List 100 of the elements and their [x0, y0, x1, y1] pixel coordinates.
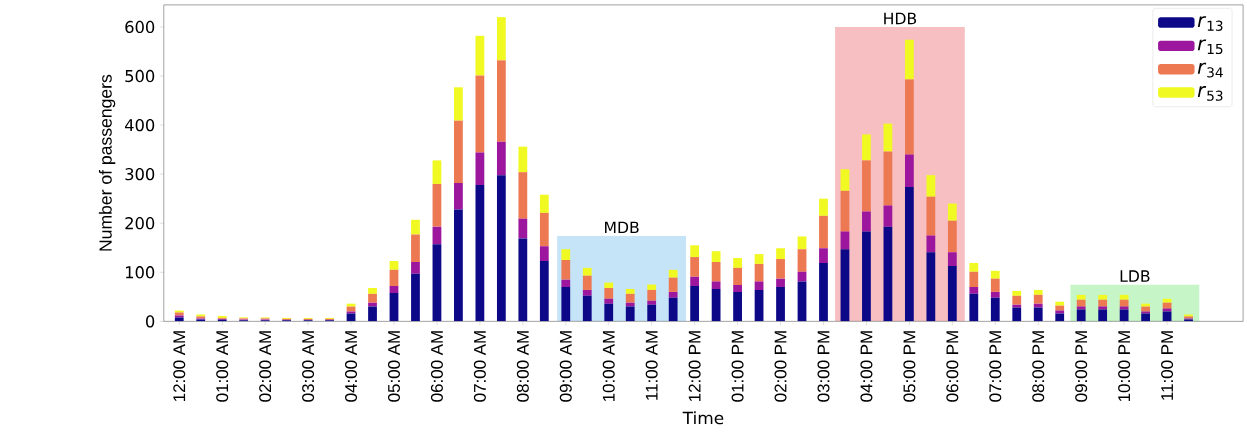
legend-label: r$_{34}$ [1197, 62, 1223, 78]
bar [1012, 307, 1022, 322]
bar [561, 286, 571, 322]
bar [711, 261, 721, 282]
bar [496, 60, 506, 142]
bar [539, 194, 549, 213]
x-tick-label: 09:00 AM [559, 331, 572, 402]
x-tick-label: 11:00 PM [1161, 331, 1174, 400]
bar [604, 287, 614, 299]
bar [1119, 294, 1129, 300]
bar [733, 284, 742, 292]
bar [990, 297, 1000, 322]
bar [454, 209, 463, 322]
bar [1076, 294, 1086, 300]
bar [432, 183, 442, 227]
bar [174, 317, 184, 322]
bar [862, 231, 871, 322]
bar [883, 123, 893, 152]
bar [1076, 309, 1086, 322]
bar [904, 186, 914, 322]
bar [1033, 307, 1043, 322]
bar [733, 257, 742, 268]
bar [518, 238, 528, 322]
bar [819, 198, 828, 216]
band-label: LDB [1120, 270, 1150, 282]
bar [454, 87, 463, 121]
bar [454, 120, 463, 183]
bar [368, 293, 377, 303]
bar [1012, 290, 1022, 296]
x-tick-label: 10:00 AM [602, 331, 615, 401]
band-label: HDB [884, 12, 917, 24]
bar [432, 160, 442, 184]
bar [754, 263, 764, 282]
bar [776, 278, 785, 287]
bar [947, 265, 957, 322]
bar [561, 259, 571, 280]
bar [797, 248, 807, 272]
legend-label: r$_{15}$ [1197, 39, 1223, 54]
bar [668, 277, 678, 292]
bar [1033, 289, 1043, 295]
y-tick-label: 0 [146, 314, 155, 328]
bar [690, 245, 700, 257]
bar [904, 154, 914, 187]
bar [883, 205, 893, 227]
bar [561, 248, 571, 260]
bar [883, 226, 893, 322]
bar [389, 292, 399, 322]
bar [432, 244, 442, 322]
bar [496, 16, 506, 61]
bar [711, 250, 721, 262]
bar [690, 276, 700, 286]
x-tick-label: 02:00 PM [774, 331, 787, 402]
bar [389, 269, 399, 286]
x-tick-label: 07:00 AM [473, 331, 486, 402]
bar [647, 300, 657, 305]
bar [604, 303, 614, 322]
bar [668, 291, 678, 298]
bar [1098, 309, 1108, 322]
bar [539, 260, 549, 322]
bar [947, 203, 957, 221]
x-tick-label: 05:00 PM [903, 331, 916, 402]
x-tick-label: 06:00 AM [430, 331, 443, 402]
bar [604, 282, 614, 288]
x-tick-label: 03:00 AM [302, 331, 315, 402]
bar [733, 267, 742, 285]
bar [539, 212, 549, 247]
bar [862, 134, 871, 161]
bar [733, 291, 742, 322]
x-tick-label: 06:00 PM [946, 331, 959, 402]
bar [840, 169, 850, 191]
x-tick-label: 01:00 AM [216, 331, 229, 402]
bar [926, 235, 936, 252]
bar [1033, 294, 1043, 304]
bar [1162, 302, 1172, 309]
bar [1012, 295, 1022, 305]
bar [1012, 304, 1022, 308]
bar [346, 303, 356, 307]
bar [475, 75, 485, 153]
bar [475, 35, 485, 76]
bar [926, 251, 936, 322]
bar [1141, 306, 1150, 312]
bar [346, 306, 356, 312]
legend-label: r$_{53}$ [1197, 85, 1223, 101]
bar [647, 304, 657, 322]
bar [797, 236, 807, 249]
x-tick-label: 07:00 PM [989, 331, 1002, 402]
bar [797, 271, 807, 282]
bar [1055, 301, 1065, 306]
bar [1098, 294, 1108, 300]
x-tick-label: 09:00 PM [1075, 331, 1088, 402]
y-tick-label: 500 [125, 69, 155, 82]
bar [904, 79, 914, 155]
bar [518, 146, 528, 172]
bar [389, 285, 399, 293]
bar [411, 261, 420, 274]
bar [1119, 306, 1129, 310]
bar [411, 273, 420, 322]
x-tick-label: 11:00 AM [645, 331, 658, 400]
bar [368, 306, 377, 322]
y-axis-title: Number of passengers [98, 74, 116, 251]
